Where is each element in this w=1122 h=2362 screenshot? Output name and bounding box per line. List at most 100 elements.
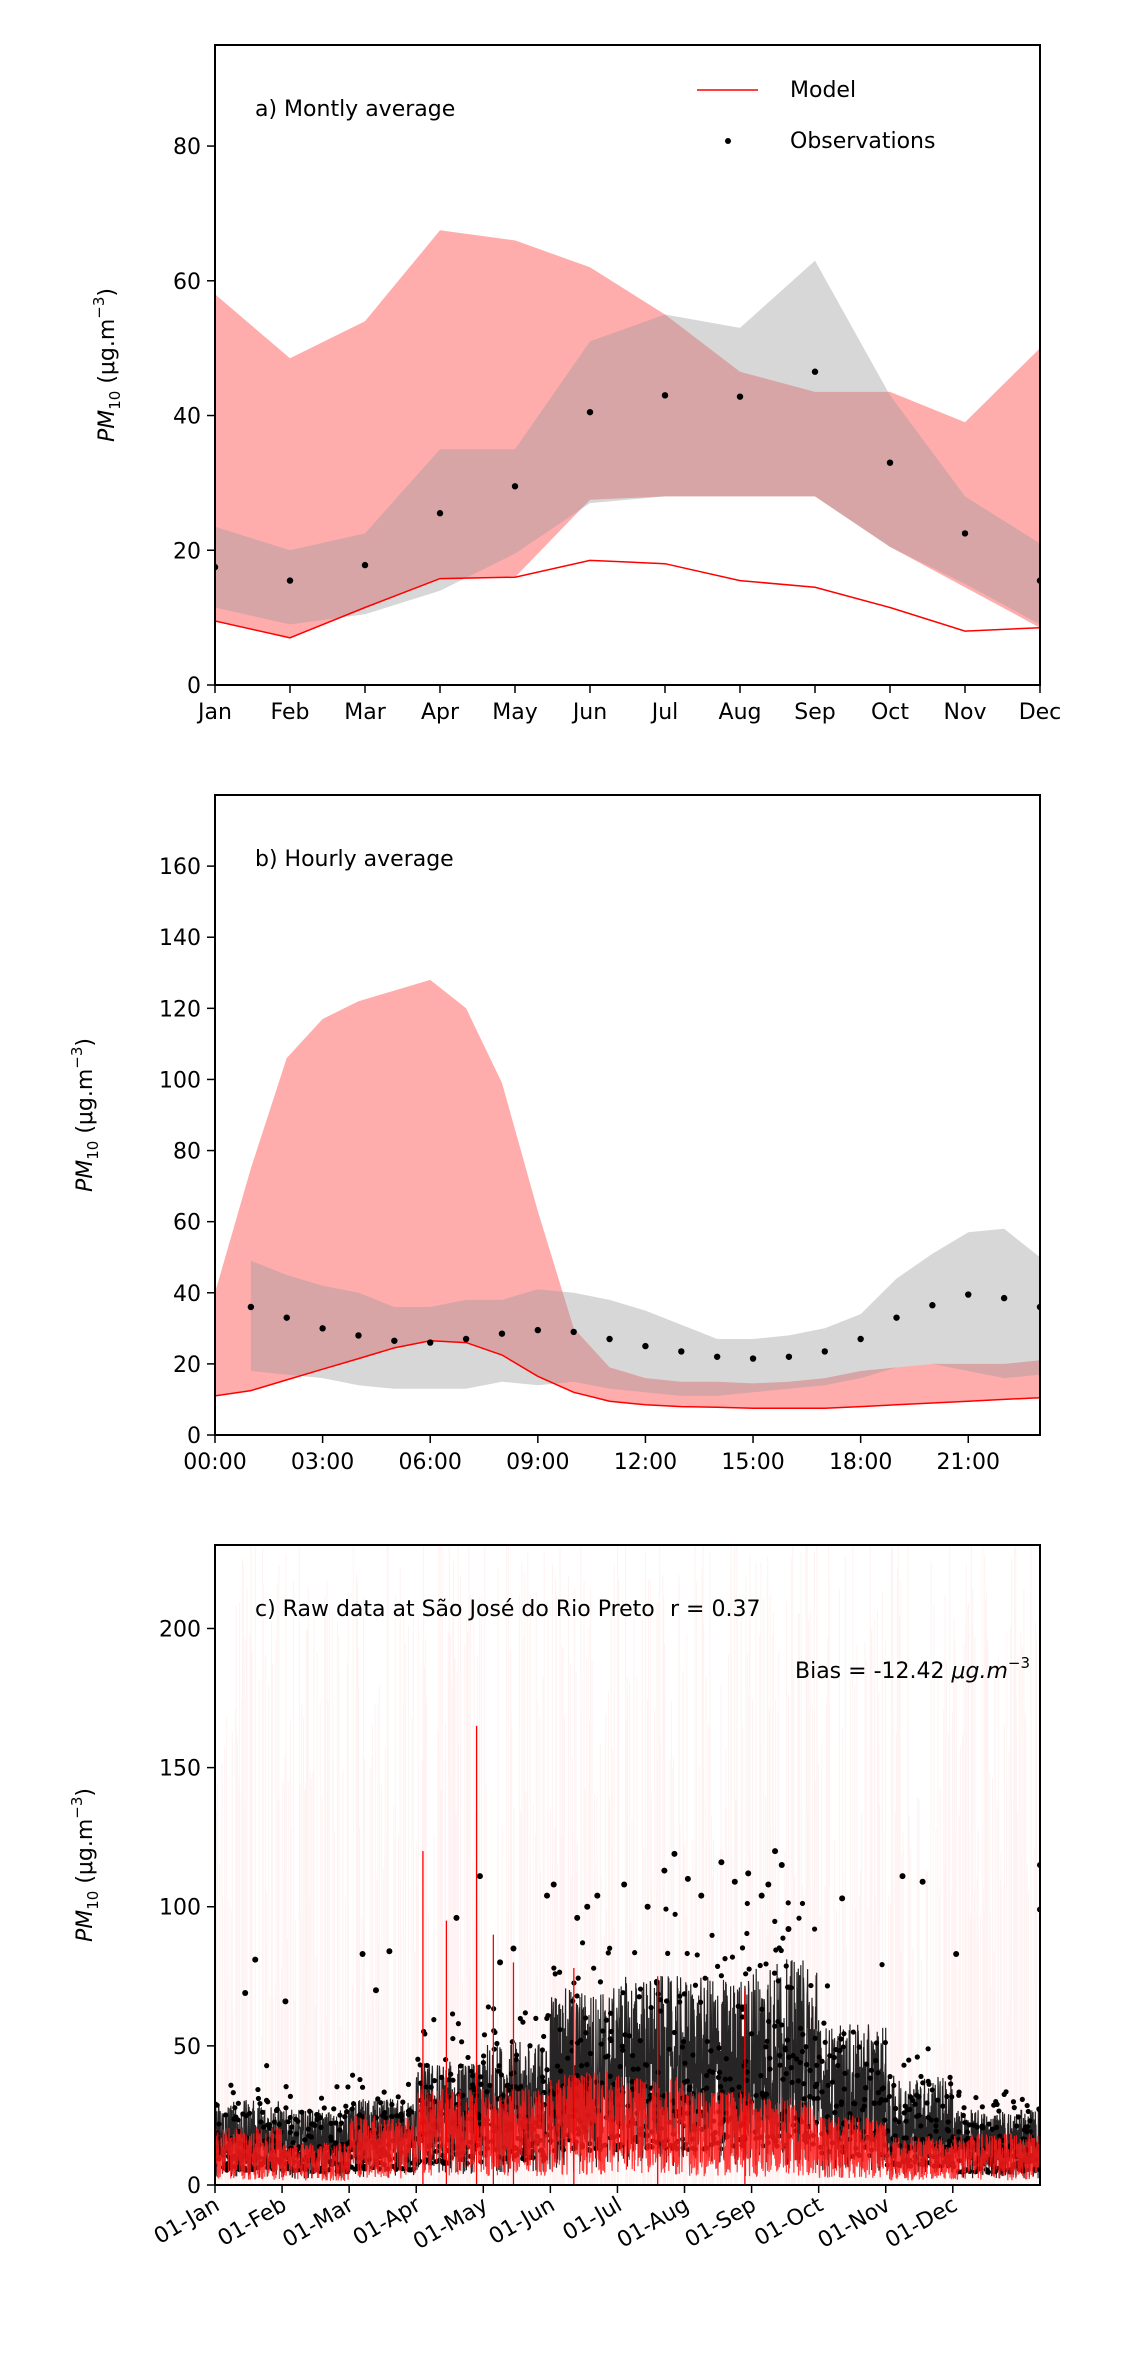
panel-c-observation-point (704, 2085, 710, 2091)
panel-c-observation-point (854, 2072, 860, 2079)
panel-c-observation-point (679, 2044, 685, 2050)
panel-c-bias-annotation: Bias = -12.42 μg.m−3 (795, 1654, 1030, 1684)
panel-c-observation-point (478, 2074, 484, 2080)
panel-a-xtick-label: Nov (944, 700, 987, 725)
panel-c-xtick-label: 01-Jun (485, 2193, 559, 2250)
panel-c-observation-point (867, 2075, 873, 2081)
panel-c-plot-area (215, 1545, 1040, 2185)
panel-c-observation-point (661, 1867, 668, 1874)
panel-c-observation-point (811, 2096, 817, 2102)
panel-c-observation-point (944, 2093, 950, 2100)
panel-c-observation-point (838, 2036, 844, 2042)
panel-c-observation-point (587, 2050, 594, 2057)
panel-c-observation-point (619, 2043, 625, 2049)
panel-c-observation-point (600, 2028, 606, 2034)
panel-a-observation-point (436, 510, 444, 517)
panel-c-observation-point (574, 2040, 581, 2046)
panel-c-observation-point (746, 1966, 752, 1972)
panel-c-observation-point (216, 2121, 222, 2127)
panel-c-observation-point (797, 2059, 803, 2066)
panel-c-observation-point (235, 2117, 241, 2123)
panel-c-observation-point (692, 1982, 699, 1988)
panel-c-observation-point (386, 1948, 393, 1955)
panel-c-observation-point (766, 2018, 772, 2024)
panel-c-xtick-label: 01-May (409, 2193, 492, 2255)
panel-c-observation-point (780, 1935, 786, 1941)
panel-a-observation-range-band (215, 260, 1040, 625)
panel-c-observation-point (421, 2028, 427, 2035)
panel-c-r-annotation: r = 0.37 (670, 1597, 760, 1622)
panel-c-observation-point (232, 2105, 238, 2111)
panel-b-xtick-label: 09:00 (506, 1450, 569, 1475)
panel-c-observation-point (441, 2160, 447, 2166)
panel-c-observation-point (825, 2082, 831, 2088)
panel-b-frame (214, 794, 1041, 1436)
panel-c-observation-point (406, 2167, 412, 2173)
panel-c-observation-point (744, 1900, 750, 1907)
panel-c-observation-point (345, 2084, 351, 2090)
panel-c-observation-point (901, 2110, 907, 2116)
panel-c-observation-point (694, 1952, 700, 1958)
panel-b-ytick-label: 20 (173, 1353, 201, 1378)
panel-b-observation-point (929, 1302, 936, 1309)
panel-c-observation-point (575, 1975, 581, 1981)
panel-c-observation-point (777, 2062, 783, 2068)
panel-a-xtick-label: Aug (719, 700, 762, 725)
panel-c-observation-point (333, 2120, 339, 2126)
panel-b-xtick-label: 06:00 (399, 1450, 462, 1475)
panel-c-observation-point (807, 2093, 813, 2100)
panel-c-observation-point (709, 1932, 715, 1938)
panel-c-observation-point (718, 2084, 724, 2090)
panel-c-observation-point (375, 2096, 381, 2102)
panel-c-observation-point (337, 2112, 343, 2118)
panel-c-observation-point (455, 2021, 461, 2027)
panel-c-observation-point (377, 2100, 384, 2106)
panel-c-xtick-label: 01-Sep (681, 2193, 761, 2253)
panel-c-observation-point (788, 2065, 794, 2071)
panel-c-observation-point (698, 1892, 705, 1899)
panel-c-observation-point (584, 1903, 591, 1910)
panel-c-observation-point (804, 2062, 810, 2068)
panel-c-observation-point (985, 2169, 991, 2175)
panel-c-observation-point (258, 2119, 264, 2125)
panel-c-observation-point (940, 2103, 946, 2109)
panel-c-observation-point (822, 2039, 828, 2045)
panel-c-observation-point (263, 2097, 270, 2103)
panel-b-observation-point (247, 1303, 255, 1311)
panel-a-model-line (215, 559, 1040, 639)
panel-c-observation-point (302, 2137, 308, 2143)
panel-c-observation-point (497, 1959, 504, 1966)
panel-a-legend: Model Observations (697, 78, 935, 154)
panel-c-observation-point (578, 2063, 585, 2069)
panel-c-xtick-label: 01-Mar (279, 2192, 359, 2253)
panel-b-observation-point (713, 1353, 721, 1360)
panel-c-ylabel: PM10 (μg.m−3) (68, 1788, 102, 1942)
panel-c-observation-point (485, 2004, 491, 2010)
panel-c-observation-point (337, 2127, 343, 2133)
panel-c-observation-point (717, 2069, 723, 2075)
panel-c-observation-point (331, 2106, 337, 2112)
panel-c-observation-point (744, 2069, 750, 2075)
panel-c-observation-point (918, 2073, 924, 2080)
panel-c-xtick-label: 01-Aug (613, 2193, 693, 2254)
panel-a-xtick-label: Jun (571, 700, 607, 725)
panel-c-observation-point (996, 2108, 1002, 2114)
panel-c-observation-point (690, 2052, 696, 2058)
panel-c-observation-point (956, 2129, 962, 2135)
panel-b-observation-point (427, 1339, 434, 1346)
panel-c-observation-point (630, 2066, 636, 2072)
panel-c-observation-point (504, 2083, 510, 2089)
panel-c-observation-point (868, 2067, 874, 2073)
panel-c-observation-point (235, 2100, 241, 2106)
panel-c-observation-point (764, 2038, 770, 2045)
panel-c-observation-point (933, 2123, 939, 2129)
panel-c-observation-point (657, 1997, 664, 2003)
panel-c-observation-point (621, 1881, 628, 1888)
panel-c-observation-point (261, 2124, 267, 2130)
panel-c-observation-point (807, 2067, 813, 2073)
panel-c-observation-point (539, 2047, 546, 2053)
panel-c-ytick-label: 150 (159, 1757, 201, 1782)
panel-c-observation-point (394, 2113, 400, 2119)
panel-c-observation-point (544, 1892, 551, 1899)
panel-c-observation-point (765, 1881, 772, 1888)
